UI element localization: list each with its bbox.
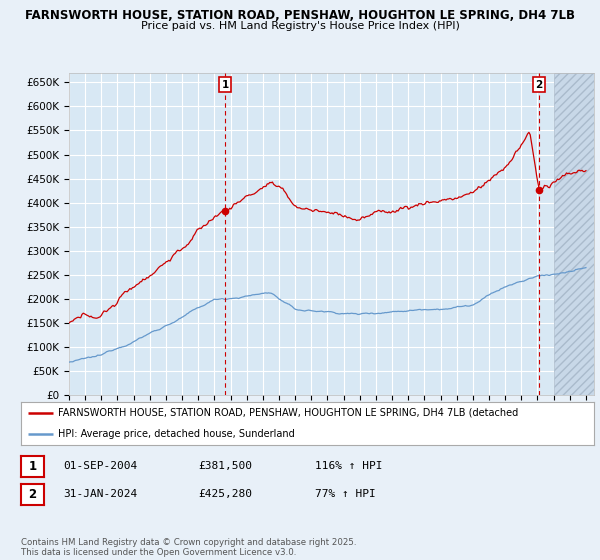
Text: 77% ↑ HPI: 77% ↑ HPI [315,489,376,500]
Text: HPI: Average price, detached house, Sunderland: HPI: Average price, detached house, Sund… [58,429,295,439]
Text: 31-JAN-2024: 31-JAN-2024 [63,489,137,500]
Text: FARNSWORTH HOUSE, STATION ROAD, PENSHAW, HOUGHTON LE SPRING, DH4 7LB: FARNSWORTH HOUSE, STATION ROAD, PENSHAW,… [25,9,575,22]
Bar [554,73,594,395]
Text: FARNSWORTH HOUSE, STATION ROAD, PENSHAW, HOUGHTON LE SPRING, DH4 7LB (detached: FARNSWORTH HOUSE, STATION ROAD, PENSHAW,… [58,408,518,418]
Text: 1: 1 [221,80,229,90]
Text: 2: 2 [28,488,37,501]
Text: 01-SEP-2004: 01-SEP-2004 [63,461,137,472]
Text: 116% ↑ HPI: 116% ↑ HPI [315,461,383,472]
Text: 2: 2 [535,80,542,90]
Text: Contains HM Land Registry data © Crown copyright and database right 2025.
This d: Contains HM Land Registry data © Crown c… [21,538,356,557]
Text: Price paid vs. HM Land Registry's House Price Index (HPI): Price paid vs. HM Land Registry's House … [140,21,460,31]
Text: £381,500: £381,500 [198,461,252,472]
Text: 1: 1 [28,460,37,473]
Text: £425,280: £425,280 [198,489,252,500]
